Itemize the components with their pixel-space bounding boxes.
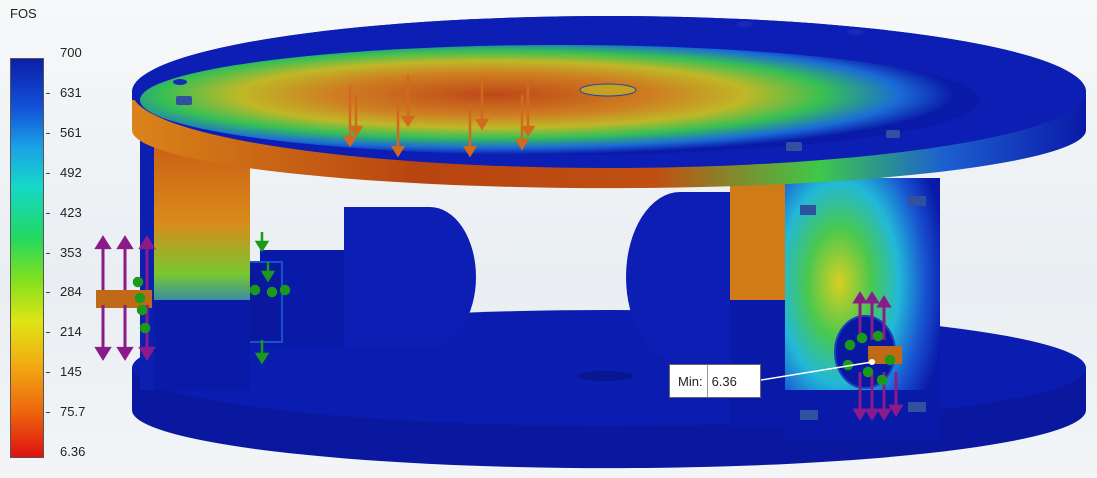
connector-node — [279, 284, 291, 296]
slot-1 — [800, 205, 816, 215]
connector-node — [862, 366, 874, 378]
legend-tick-mark — [46, 252, 50, 254]
legend-tick-label: 561 — [60, 124, 82, 140]
callout-leader-line — [760, 361, 873, 381]
connector-node — [136, 304, 148, 316]
legend-tick-label: 700 — [60, 45, 82, 60]
load-arrow — [514, 95, 530, 151]
legend-tick-label: 284 — [60, 284, 82, 300]
wheel-motor-right — [626, 192, 740, 362]
connector-node — [872, 330, 884, 342]
load-arrows — [342, 75, 536, 158]
legend-tick-label: 353 — [60, 244, 82, 260]
legend-tick-mark — [46, 372, 50, 374]
load-arrow — [390, 105, 406, 158]
legend-tick-label: 6.36 — [60, 444, 86, 459]
connector-arrow — [260, 262, 276, 283]
fixture-arrows — [94, 235, 904, 421]
fixture-arrow — [116, 235, 134, 290]
load-arrow — [462, 105, 478, 158]
legend-tick-label: 214 — [60, 324, 82, 340]
right-support-leg — [730, 178, 940, 440]
load-arrow — [342, 85, 358, 148]
legend-tick-label: 145 — [60, 364, 82, 380]
fixture-arrow — [94, 305, 112, 361]
load-arrow — [474, 78, 490, 131]
top-plate — [132, 16, 1086, 189]
connector-node — [884, 354, 896, 366]
slot-3 — [908, 402, 926, 412]
legend-title: FOS — [10, 6, 37, 21]
fixture-arrow — [864, 372, 880, 421]
legend-tick-mark — [46, 172, 50, 174]
slot-2 — [908, 196, 926, 206]
load-arrow — [348, 95, 364, 138]
legend-tick-label: 492 — [60, 164, 82, 180]
legend-tick-mark — [46, 212, 50, 214]
slot-4 — [800, 410, 818, 420]
fos-legend: FOS 700 631 561 492 423 353 284 214 145 75.7 6.36 — [0, 0, 110, 478]
connector-node — [876, 374, 888, 386]
connector-arrow — [254, 340, 270, 365]
connector-node — [856, 332, 868, 344]
fixture-arrow — [852, 291, 868, 340]
connector-node — [844, 339, 856, 351]
connector-node — [132, 276, 144, 288]
legend-tick-label: 631 — [60, 84, 82, 100]
fixture-arrow — [138, 235, 156, 290]
fixture-arrow — [94, 235, 112, 290]
legend-colorbar — [10, 58, 44, 458]
fixture-arrow — [116, 305, 134, 361]
legend-tick-mark — [46, 92, 50, 94]
connector-node — [134, 292, 146, 304]
legend-tick-mark — [46, 332, 50, 334]
callout-value: 6.36 — [711, 373, 737, 389]
callout-anchor — [869, 359, 875, 365]
top-plate-hole — [579, 83, 637, 97]
fixture-arrow — [852, 372, 868, 421]
connector-node — [266, 286, 278, 298]
connector-node — [139, 322, 151, 334]
load-arrow — [400, 75, 416, 128]
connector-node — [249, 284, 261, 296]
fixture-arrow — [864, 291, 880, 340]
legend-tick-label: 75.7 — [60, 404, 86, 420]
bottom-plate-hole — [578, 371, 634, 381]
wheel-motor-left — [239, 207, 476, 347]
legend-tick-mark — [46, 132, 50, 134]
load-arrow — [520, 85, 536, 138]
fixture-arrow — [888, 372, 904, 417]
connector-markers — [132, 232, 896, 386]
connector-arrow — [254, 232, 270, 253]
legend-tick-label: 423 — [60, 204, 82, 220]
min-fos-callout[interactable]: Min: 6.36 — [669, 364, 761, 398]
legend-tick-mark — [46, 292, 50, 294]
callout-label: Min: — [670, 365, 708, 397]
legend-tick-mark — [46, 412, 50, 414]
fixture-arrow — [876, 295, 892, 340]
